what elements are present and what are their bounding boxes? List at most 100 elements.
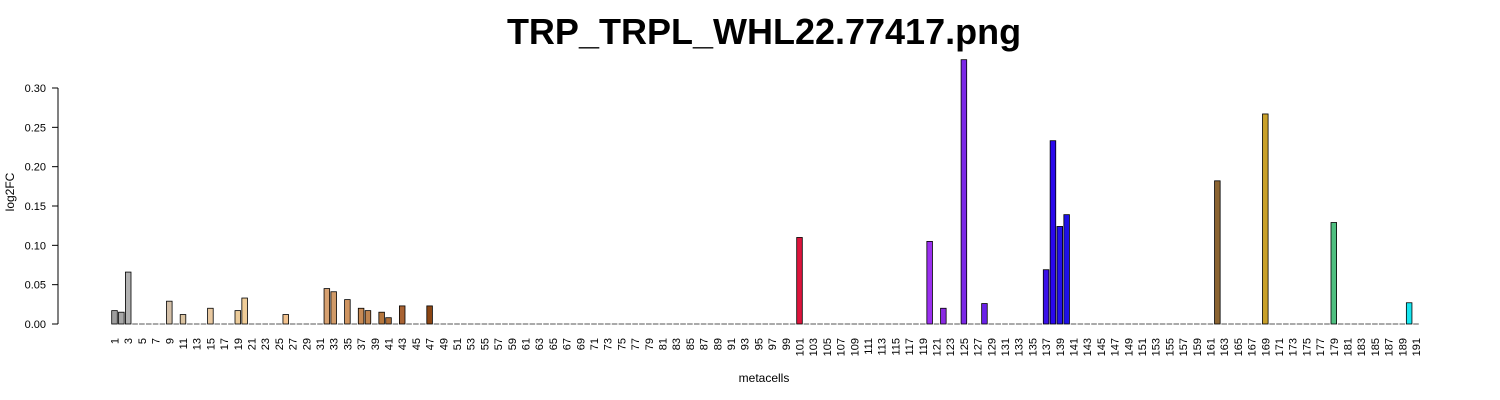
x-tick-label: 181 <box>1343 338 1355 356</box>
x-tick-label: 119 <box>918 338 930 356</box>
x-tick-label: 75 <box>616 338 628 350</box>
bar-metacell-125 <box>960 59 968 325</box>
x-tick-label: 151 <box>1137 338 1149 356</box>
x-tick-label: 39 <box>370 338 382 350</box>
x-tick-label: 31 <box>315 338 327 350</box>
bar-metacell-120 <box>926 240 933 325</box>
x-tick-label: 153 <box>1151 338 1163 356</box>
x-tick-label: 115 <box>890 338 902 356</box>
x-tick-label: 21 <box>247 338 259 350</box>
x-tick-label: 23 <box>260 338 272 350</box>
x-tick-label: 109 <box>849 338 861 356</box>
bar-metacell-140 <box>1063 214 1070 325</box>
x-tick-label: 145 <box>1096 338 1108 356</box>
x-tick-label: 87 <box>699 338 711 350</box>
bar-metacell-179 <box>1330 222 1337 325</box>
y-tick-label: 0.20 <box>25 162 46 174</box>
x-tick-label: 159 <box>1192 338 1204 356</box>
bar-metacell-26 <box>282 314 289 325</box>
bar-metacell-33 <box>330 291 337 325</box>
x-tick-label: 45 <box>411 338 423 350</box>
bar-metacell-40 <box>378 311 385 325</box>
x-tick-label: 187 <box>1384 338 1396 356</box>
x-tick-label: 59 <box>507 338 519 350</box>
x-tick-label: 157 <box>1178 338 1190 356</box>
x-tick-label: 123 <box>945 338 957 356</box>
x-tick-label: 19 <box>233 338 245 350</box>
x-tick-label: 117 <box>904 338 916 356</box>
x-tick-label: 95 <box>753 338 765 350</box>
bar-metacell-139 <box>1056 226 1063 325</box>
x-tick-label: 53 <box>466 338 478 350</box>
x-tick-label: 161 <box>1206 338 1218 356</box>
x-tick-label: 189 <box>1397 338 1409 356</box>
x-tick-label: 167 <box>1247 338 1259 356</box>
chart-title: TRP_TRPL_WHL22.77417.png <box>507 11 1021 52</box>
x-tick-label: 33 <box>329 338 341 350</box>
x-tick-label: 89 <box>712 338 724 350</box>
x-tick-label: 177 <box>1315 338 1327 356</box>
x-tick-label: 101 <box>795 338 807 356</box>
x-tick-label: 57 <box>493 338 505 350</box>
bar-metacell-37 <box>357 307 365 325</box>
x-tick-label: 173 <box>1288 338 1300 356</box>
x-tick-label: 73 <box>603 338 615 350</box>
x-tick-label: 15 <box>205 338 217 350</box>
bar-metacell-101 <box>796 237 803 325</box>
x-tick-label: 183 <box>1356 338 1368 356</box>
x-tick-label: 91 <box>726 338 738 350</box>
x-axis-label: metacells <box>739 371 790 385</box>
x-tick-label: 3 <box>123 338 135 344</box>
x-tick-label: 79 <box>644 338 656 350</box>
y-axis-label: log2FC <box>3 172 17 211</box>
x-tick-label: 127 <box>973 338 985 356</box>
x-axis-tick-labels: 1 3 5 7 9 11 13 15 17 19 21 23 25 27 29 31 33 35 37 39 41 43 4… <box>110 338 1424 356</box>
x-tick-label: 141 <box>1069 338 1081 356</box>
bar-metacell-190 <box>1405 302 1413 325</box>
x-tick-label: 49 <box>438 338 450 350</box>
bar-metacell-11 <box>179 314 187 325</box>
bar-metacell-20 <box>241 297 248 325</box>
bar-metacell-2 <box>118 311 125 325</box>
bar-metacell-32 <box>323 288 331 325</box>
x-tick-label: 83 <box>671 338 683 350</box>
x-tick-label: 25 <box>274 338 286 350</box>
x-tick-label: 135 <box>1027 338 1039 356</box>
x-tick-label: 9 <box>164 338 176 344</box>
x-tick-label: 65 <box>548 338 560 350</box>
x-tick-label: 37 <box>356 338 368 350</box>
bar-metacell-1 <box>111 310 118 325</box>
x-tick-label: 103 <box>808 338 820 356</box>
x-tick-label: 147 <box>1110 338 1122 356</box>
x-tick-label: 105 <box>822 338 834 356</box>
x-tick-label: 131 <box>1000 338 1012 356</box>
x-tick-label: 143 <box>1082 338 1094 356</box>
y-tick-label: 0.30 <box>25 83 46 95</box>
x-tick-label: 69 <box>575 338 587 350</box>
x-tick-label: 97 <box>767 338 779 350</box>
x-tick-label: 113 <box>877 338 889 356</box>
x-tick-label: 13 <box>192 338 204 350</box>
y-tick-label: 0.25 <box>25 122 46 134</box>
bar-metacell-38 <box>364 310 372 325</box>
bar-metacell-41 <box>385 317 392 325</box>
x-tick-label: 93 <box>740 338 752 350</box>
x-tick-label: 67 <box>562 338 574 350</box>
x-tick-label: 175 <box>1301 338 1313 356</box>
bar-metacell-128 <box>981 303 988 325</box>
bar-metacell-15 <box>207 307 214 325</box>
bars <box>111 59 1413 325</box>
x-tick-label: 171 <box>1274 338 1286 356</box>
x-tick-label: 35 <box>342 338 354 350</box>
x-tick-label: 111 <box>863 338 875 355</box>
x-tick-label: 133 <box>1014 338 1026 356</box>
x-tick-label: 163 <box>1219 338 1231 356</box>
x-tick-label: 165 <box>1233 338 1245 356</box>
x-tick-label: 125 <box>959 338 971 356</box>
x-tick-label: 179 <box>1329 338 1341 356</box>
x-tick-label: 185 <box>1370 338 1382 356</box>
x-tick-label: 27 <box>288 338 300 350</box>
x-tick-label: 41 <box>384 338 396 350</box>
y-tick-label: 0.15 <box>25 201 46 213</box>
